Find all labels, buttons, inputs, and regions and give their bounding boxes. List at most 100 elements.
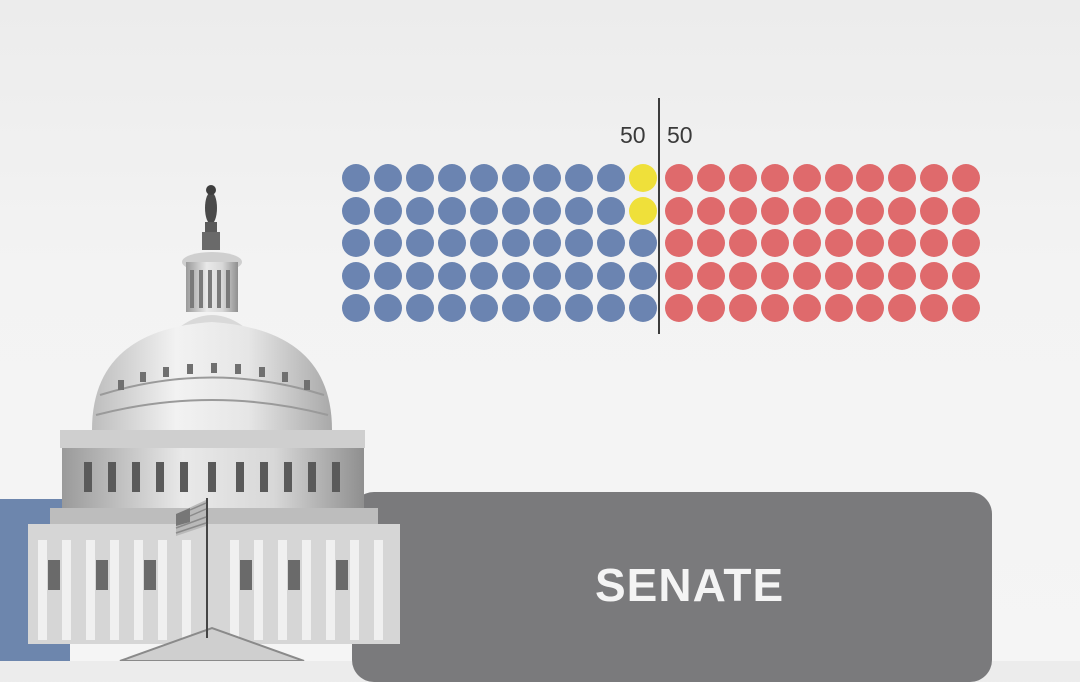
seat-dot [824,294,853,322]
seat-dot [728,164,757,192]
seat-dot [760,196,789,225]
seat-dot [373,261,402,290]
dome-icon [92,322,332,430]
seat-dot [856,229,885,257]
senate-seat-graphic: 50 50 SENATE [0,98,992,682]
seat-dot [696,229,725,257]
seat-dot [405,196,434,225]
seat-dot [501,196,530,225]
seat-dot [469,196,498,225]
seat-dot [824,229,853,257]
seat-dot [597,196,626,225]
seat-dot [373,294,402,322]
seat-dot [597,164,626,192]
seat-dot [597,229,626,257]
seat-dot [792,196,821,225]
seat-dot [469,229,498,257]
flag-icon [175,498,208,638]
seat-dot [856,261,885,290]
seat-dot [373,164,402,192]
seat-dot [856,164,885,192]
seat-dot [665,164,693,192]
seat-dot [728,229,757,257]
seat-dot [824,261,853,290]
seat-dot [342,196,370,225]
seat-dot [760,164,789,192]
seat-dot [501,164,530,192]
seat-dot [501,229,530,257]
seat-dot [533,261,562,290]
seat-dot [565,261,594,290]
seat-dot [665,261,693,290]
seat-dot [437,196,466,225]
seat-dot [565,229,594,257]
seat-dot [696,164,725,192]
seat-dot [405,164,434,192]
pediment-icon [119,626,305,661]
seat-dot [920,164,949,192]
seat-dot [629,229,658,257]
capitol-dome-image [28,185,400,661]
seat-dot [792,229,821,257]
majority-divider-line [658,98,660,334]
seat-dot [952,294,981,322]
seat-dot [437,294,466,322]
seat-dot [629,196,658,225]
seat-dot [888,294,917,322]
senate-panel [352,492,992,682]
seat-dot [342,229,370,257]
seat-dot [565,196,594,225]
seat-dot [405,229,434,257]
seat-dot [501,294,530,322]
seat-dot [533,229,562,257]
seat-dot [696,294,725,322]
seat-dot [665,294,693,322]
seat-dot [629,261,658,290]
seat-dot [629,294,658,322]
seat-dot [824,164,853,192]
seat-dot [792,164,821,192]
right-seat-count: 50 [667,122,693,148]
seat-dot [888,196,917,225]
seat-dot [952,261,981,290]
seat-dot [469,164,498,192]
seat-dot [952,229,981,257]
seat-dot [952,164,981,192]
seat-dot [920,229,949,257]
seat-dot [437,261,466,290]
seat-dot [405,261,434,290]
seat-dot [728,294,757,322]
seat-dot [888,164,917,192]
seat-dot [760,294,789,322]
left-seat-count: 50 [620,122,646,148]
seat-dot [920,196,949,225]
seat-dot [501,261,530,290]
lantern-icon [176,252,248,330]
seat-dot [629,164,658,192]
seat-dot [597,294,626,322]
seat-dot [565,164,594,192]
seat-dot [824,196,853,225]
seat-dot [696,261,725,290]
seat-dot [437,164,466,192]
seat-dot [856,196,885,225]
seat-dot [728,261,757,290]
seat-dot [405,294,434,322]
seat-dot [469,261,498,290]
seat-dot [920,294,949,322]
statue-icon [202,185,220,250]
seat-dot [760,261,789,290]
seat-dot [792,261,821,290]
seat-dot [373,196,402,225]
seat-dot [696,196,725,225]
seat-dot [888,229,917,257]
seat-dot [665,229,693,257]
seat-dot [342,261,370,290]
seat-dot [469,294,498,322]
seat-dot [533,294,562,322]
seat-dot [856,294,885,322]
seat-dot [665,196,693,225]
seat-dot [888,261,917,290]
seat-dot [920,261,949,290]
senate-label: SENATE [595,559,785,611]
